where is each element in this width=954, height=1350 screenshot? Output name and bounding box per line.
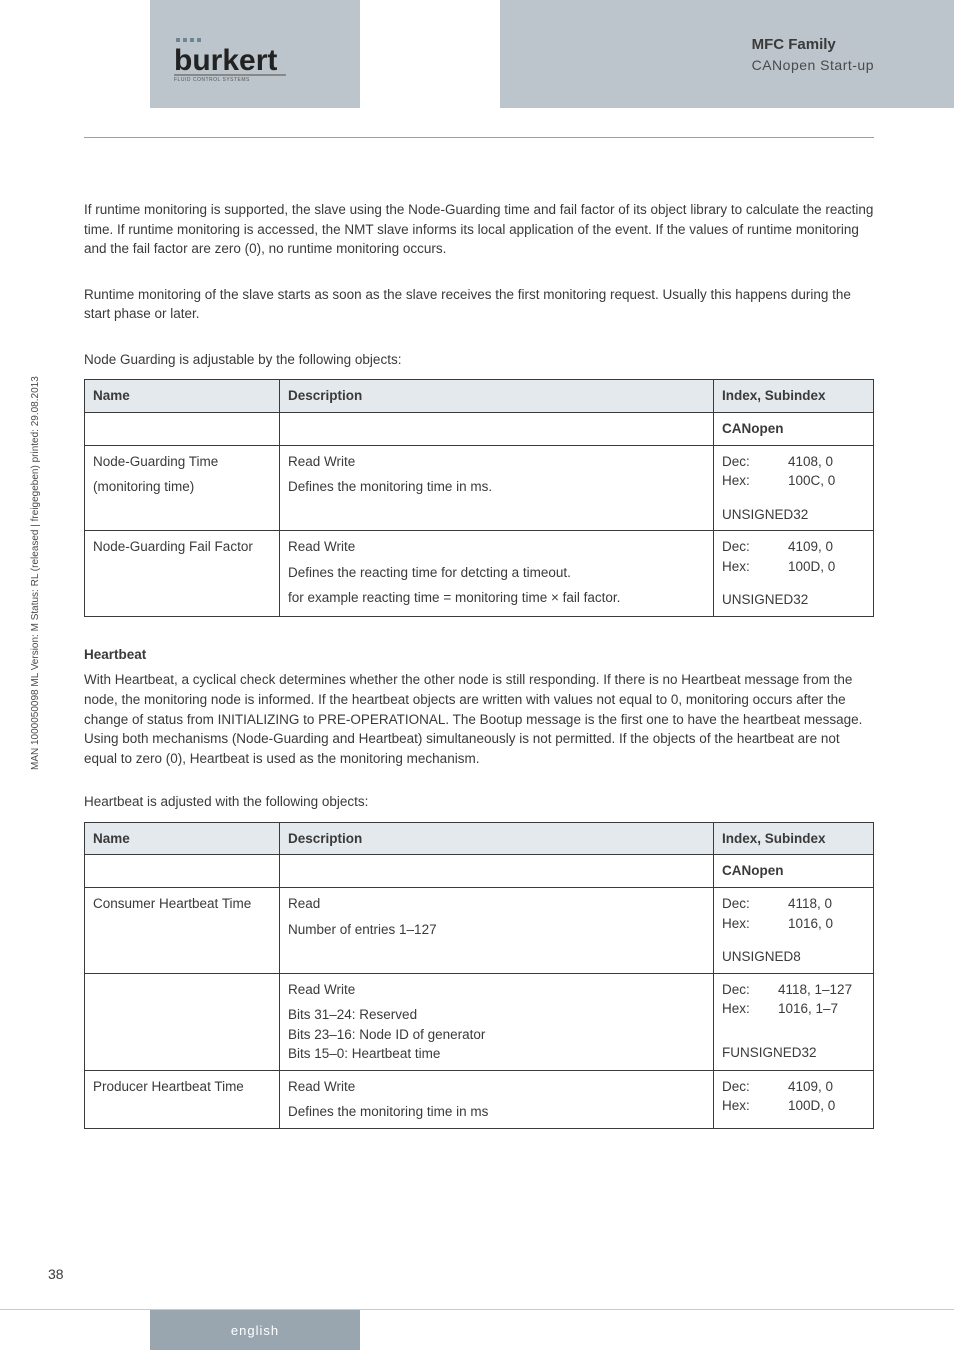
text: Bits 23–16: Node ID of generator	[288, 1025, 705, 1045]
heartbeat-section: Heartbeat With Heartbeat, a cyclical che…	[84, 645, 874, 812]
text-inner: for example reacting time = monitoring t…	[288, 590, 620, 605]
table-row: CANopen	[85, 855, 874, 888]
label-hex: Hex:	[722, 557, 768, 577]
logo-dots-icon	[176, 38, 286, 42]
col-header-name: Name	[85, 822, 280, 855]
table-row: Producer Heartbeat Time Read Write Defin…	[85, 1070, 874, 1128]
header-titles: MFC Family CANopen Start-up	[752, 36, 874, 73]
cell-empty	[85, 855, 280, 888]
value: 100C, 0	[788, 471, 835, 491]
type: UNSIGNED32	[722, 590, 865, 610]
doc-subtitle: CANopen Start-up	[752, 57, 874, 73]
text: Bits 31–24: Reserved	[288, 1005, 705, 1025]
text: Read Write	[288, 1077, 705, 1097]
col-header-desc: Description	[280, 380, 714, 413]
text: Number of entries 1–127	[288, 920, 705, 940]
paragraph: With Heartbeat, a cyclical check determi…	[84, 670, 874, 768]
cell-name: Node-Guarding Time (monitoring time)	[85, 445, 280, 531]
type: FUNSIGNED32	[722, 1043, 865, 1063]
node-guarding-table: Name Description Index, Subindex CANopen…	[84, 379, 874, 617]
cell-name: Consumer Heartbeat Time	[85, 887, 280, 973]
value: 100D, 0	[788, 1096, 835, 1116]
cell-empty	[280, 412, 714, 445]
text: Defines the reacting time for detcting a…	[288, 563, 705, 583]
footer-divider	[0, 1309, 954, 1310]
cell-empty	[280, 855, 714, 888]
value: 4118, 0	[788, 894, 832, 914]
table-row: CANopen	[85, 412, 874, 445]
value: 1016, 1–7	[778, 999, 838, 1019]
text: Node-Guarding Time	[93, 452, 271, 472]
label-hex: Hex:	[722, 999, 768, 1019]
value: 4108, 0	[788, 452, 833, 472]
cell-desc: Read Write Defines the monitoring time i…	[280, 445, 714, 531]
paragraph: Runtime monitoring of the slave starts a…	[84, 285, 874, 324]
table-row: Node-Guarding Fail Factor Read Write Def…	[85, 531, 874, 617]
text: Read Write	[288, 537, 705, 557]
col-header-name: Name	[85, 380, 280, 413]
page-content: If runtime monitoring is supported, the …	[84, 200, 874, 1157]
text: Defines the monitoring time in ms.	[288, 477, 705, 497]
page-number: 38	[48, 1266, 64, 1282]
value: 4109, 0	[788, 1077, 833, 1097]
cell-index: Dec: 4109, 0 Hex: 100D, 0 UNSIGNED32	[714, 531, 874, 617]
text: Bits 15–0: Heartbeat time	[288, 1044, 705, 1064]
cell-name: Node-Guarding Fail Factor	[85, 531, 280, 617]
text: Read	[288, 894, 705, 914]
text: Read Write	[288, 452, 705, 472]
footer-language: english	[150, 1310, 360, 1350]
cell-name: Producer Heartbeat Time	[85, 1070, 280, 1128]
cell-index: Dec: 4118, 0 Hex: 1016, 0 UNSIGNED8	[714, 887, 874, 973]
table-row: Node-Guarding Time (monitoring time) Rea…	[85, 445, 874, 531]
type: UNSIGNED32	[722, 505, 865, 525]
text: Defines the monitoring time in ms	[288, 1102, 705, 1122]
paragraph: Heartbeat is adjusted with the following…	[84, 792, 874, 812]
cell-desc: Read Write Bits 31–24: Reserved Bits 23–…	[280, 973, 714, 1070]
label-dec: Dec:	[722, 980, 768, 1000]
cell-canopen: CANopen	[714, 855, 874, 888]
paragraph: If runtime monitoring is supported, the …	[84, 200, 874, 259]
label-dec: Dec:	[722, 537, 768, 557]
label-hex: Hex:	[722, 471, 768, 491]
cell-desc: Read Number of entries 1–127	[280, 887, 714, 973]
text: (monitoring time)	[93, 477, 271, 497]
logo: burkert FLUID CONTROL SYSTEMS	[174, 38, 286, 83]
table-row: Read Write Bits 31–24: Reserved Bits 23–…	[85, 973, 874, 1070]
value: 4109, 0	[788, 537, 833, 557]
cell-canopen: CANopen	[714, 412, 874, 445]
cell-desc: Read Write Defines the monitoring time i…	[280, 1070, 714, 1128]
header-bar: burkert FLUID CONTROL SYSTEMS MFC Family…	[0, 0, 954, 108]
header-divider	[84, 137, 874, 138]
text: Read Write	[288, 980, 705, 1000]
label-dec: Dec:	[722, 894, 768, 914]
label-hex: Hex:	[722, 1096, 768, 1116]
cell-index: Dec: 4118, 1–127 Hex: 1016, 1–7 FUNSIGNED3…	[714, 973, 874, 1070]
text: for example reacting time = monitoring t…	[288, 588, 705, 608]
value: 4118, 1–127	[778, 980, 852, 1000]
cell-empty	[85, 973, 280, 1070]
cell-index: Dec: 4109, 0 Hex: 100D, 0	[714, 1070, 874, 1128]
label-dec: Dec:	[722, 452, 768, 472]
heartbeat-table: Name Description Index, Subindex CANopen…	[84, 822, 874, 1129]
cell-index: Dec: 4108, 0 Hex: 100C, 0 UNSIGNED32	[714, 445, 874, 531]
cell-empty	[85, 412, 280, 445]
header-block-right	[500, 0, 954, 108]
logo-text: burkert	[174, 44, 286, 78]
table-header-row: Name Description Index, Subindex	[85, 380, 874, 413]
cell-desc: Read Write Defines the reacting time for…	[280, 531, 714, 617]
section-heading: Heartbeat	[84, 645, 874, 665]
type: UNSIGNED8	[722, 947, 865, 967]
paragraph: Node Guarding is adjustable by the follo…	[84, 350, 874, 370]
col-header-desc: Description	[280, 822, 714, 855]
value: 1016, 0	[788, 914, 833, 934]
col-header-index: Index, Subindex	[714, 822, 874, 855]
side-document-id: MAN 1000050098 ML Version: M Status: RL …	[30, 376, 41, 770]
doc-title: MFC Family	[752, 36, 874, 53]
label-hex: Hex:	[722, 914, 768, 934]
value: 100D, 0	[788, 557, 835, 577]
col-header-index: Index, Subindex	[714, 380, 874, 413]
table-row: Consumer Heartbeat Time Read Number of e…	[85, 887, 874, 973]
label-dec: Dec:	[722, 1077, 768, 1097]
table-header-row: Name Description Index, Subindex	[85, 822, 874, 855]
